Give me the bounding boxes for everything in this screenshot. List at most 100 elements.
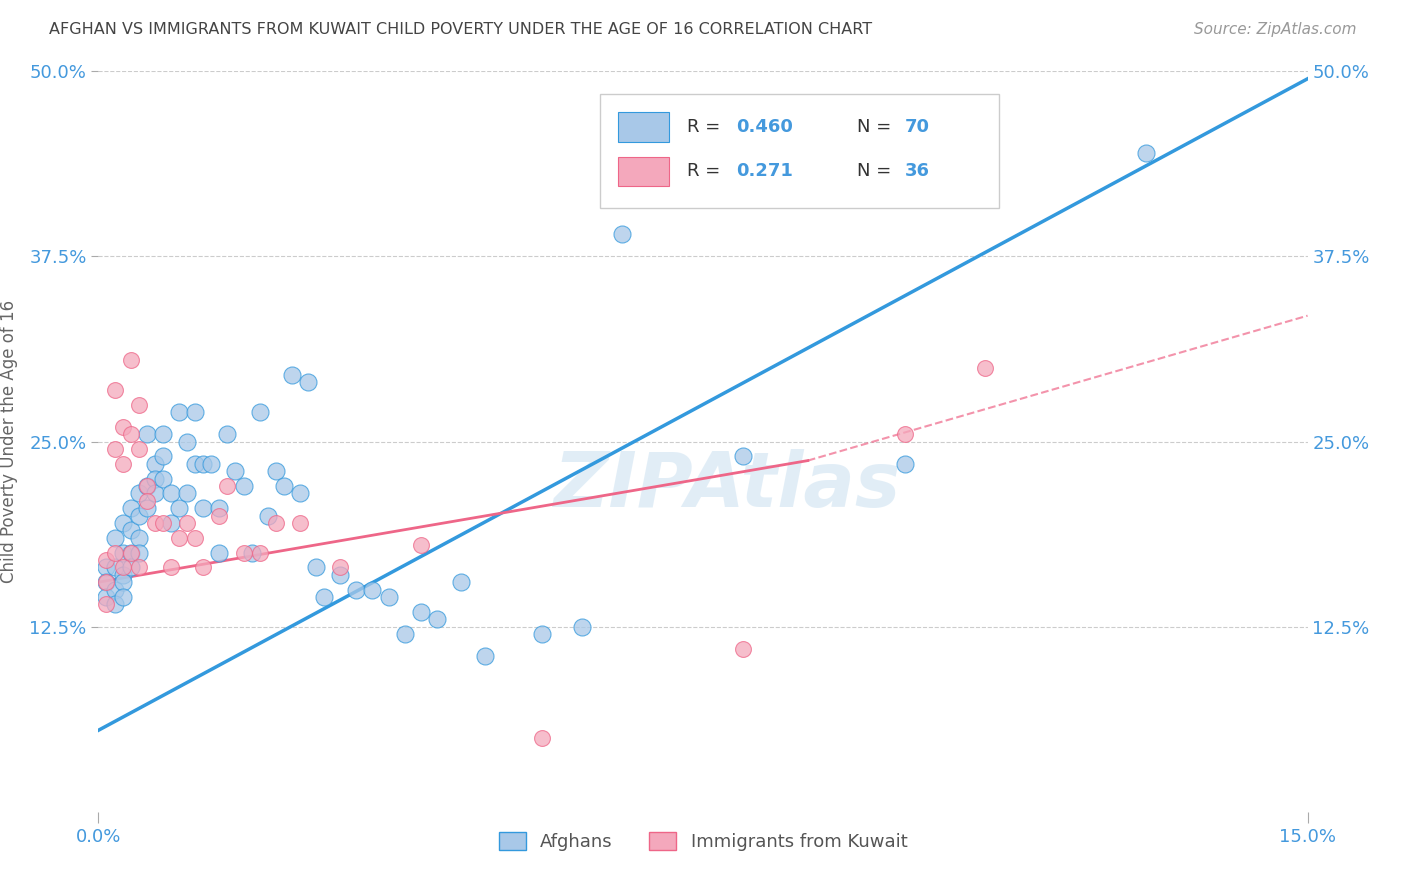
Point — [193, 560, 215, 574]
Point — [612, 227, 634, 242]
Point — [329, 567, 352, 582]
Point — [152, 516, 174, 530]
Point — [193, 457, 215, 471]
Point — [184, 405, 207, 419]
Point — [96, 590, 118, 604]
Point — [208, 508, 231, 523]
Point — [103, 560, 125, 574]
Point — [167, 531, 190, 545]
Point — [111, 516, 134, 530]
Point — [288, 486, 311, 500]
Point — [474, 649, 496, 664]
Point — [120, 353, 142, 368]
Point — [111, 560, 134, 574]
Point — [176, 516, 198, 530]
FancyBboxPatch shape — [600, 94, 1000, 209]
Point — [571, 619, 593, 633]
Point — [893, 427, 915, 442]
Point — [394, 627, 416, 641]
Point — [103, 442, 125, 456]
Point — [314, 590, 336, 604]
Point — [1135, 145, 1157, 160]
Point — [232, 479, 254, 493]
Point — [361, 582, 384, 597]
Point — [208, 546, 231, 560]
Point — [450, 575, 472, 590]
Point — [128, 486, 150, 500]
Point — [96, 575, 118, 590]
Point — [232, 546, 254, 560]
Point — [96, 598, 118, 612]
Point — [135, 479, 157, 493]
Point — [96, 575, 118, 590]
Point — [344, 582, 367, 597]
Point — [96, 560, 118, 574]
Point — [256, 508, 278, 523]
Point — [249, 546, 271, 560]
Point — [103, 546, 125, 560]
Point — [120, 546, 142, 560]
Point — [128, 531, 150, 545]
Point — [103, 531, 125, 545]
Point — [426, 612, 449, 626]
Text: R =: R = — [688, 162, 733, 180]
Point — [160, 560, 183, 574]
Point — [208, 501, 231, 516]
Point — [111, 457, 134, 471]
Point — [143, 486, 166, 500]
Point — [128, 546, 150, 560]
Point — [143, 471, 166, 485]
Point — [409, 538, 432, 552]
Point — [120, 501, 142, 516]
Point — [120, 560, 142, 574]
Text: AFGHAN VS IMMIGRANTS FROM KUWAIT CHILD POVERTY UNDER THE AGE OF 16 CORRELATION C: AFGHAN VS IMMIGRANTS FROM KUWAIT CHILD P… — [49, 22, 872, 37]
Point — [167, 501, 190, 516]
Point — [152, 471, 174, 485]
Point — [103, 582, 125, 597]
Text: 0.271: 0.271 — [735, 162, 793, 180]
Point — [281, 368, 304, 382]
Point — [217, 427, 239, 442]
Point — [135, 479, 157, 493]
Point — [128, 508, 150, 523]
Point — [135, 427, 157, 442]
Point — [409, 605, 432, 619]
Point — [160, 516, 183, 530]
Bar — [619, 112, 669, 142]
Point — [103, 598, 125, 612]
Point — [176, 486, 198, 500]
Legend: Afghans, Immigrants from Kuwait: Afghans, Immigrants from Kuwait — [492, 824, 914, 858]
Point — [128, 442, 150, 456]
Point — [377, 590, 399, 604]
Point — [893, 457, 915, 471]
Point — [193, 501, 215, 516]
Point — [111, 590, 134, 604]
Point — [329, 560, 352, 574]
Point — [184, 457, 207, 471]
Point — [128, 398, 150, 412]
Point — [240, 546, 263, 560]
Point — [530, 627, 553, 641]
Point — [288, 516, 311, 530]
Y-axis label: Child Poverty Under the Age of 16: Child Poverty Under the Age of 16 — [0, 300, 18, 583]
Point — [111, 567, 134, 582]
Point — [530, 731, 553, 745]
Point — [305, 560, 328, 574]
Point — [135, 493, 157, 508]
Point — [297, 376, 319, 390]
Point — [143, 516, 166, 530]
Point — [264, 516, 287, 530]
Text: R =: R = — [688, 118, 727, 136]
Point — [111, 575, 134, 590]
Point — [273, 479, 295, 493]
Text: 70: 70 — [905, 118, 929, 136]
Point — [152, 427, 174, 442]
Bar — [619, 156, 669, 186]
Point — [128, 560, 150, 574]
Point — [176, 434, 198, 449]
Point — [111, 546, 134, 560]
Point — [120, 427, 142, 442]
Text: N =: N = — [856, 118, 897, 136]
Point — [120, 524, 142, 538]
Point — [264, 464, 287, 478]
